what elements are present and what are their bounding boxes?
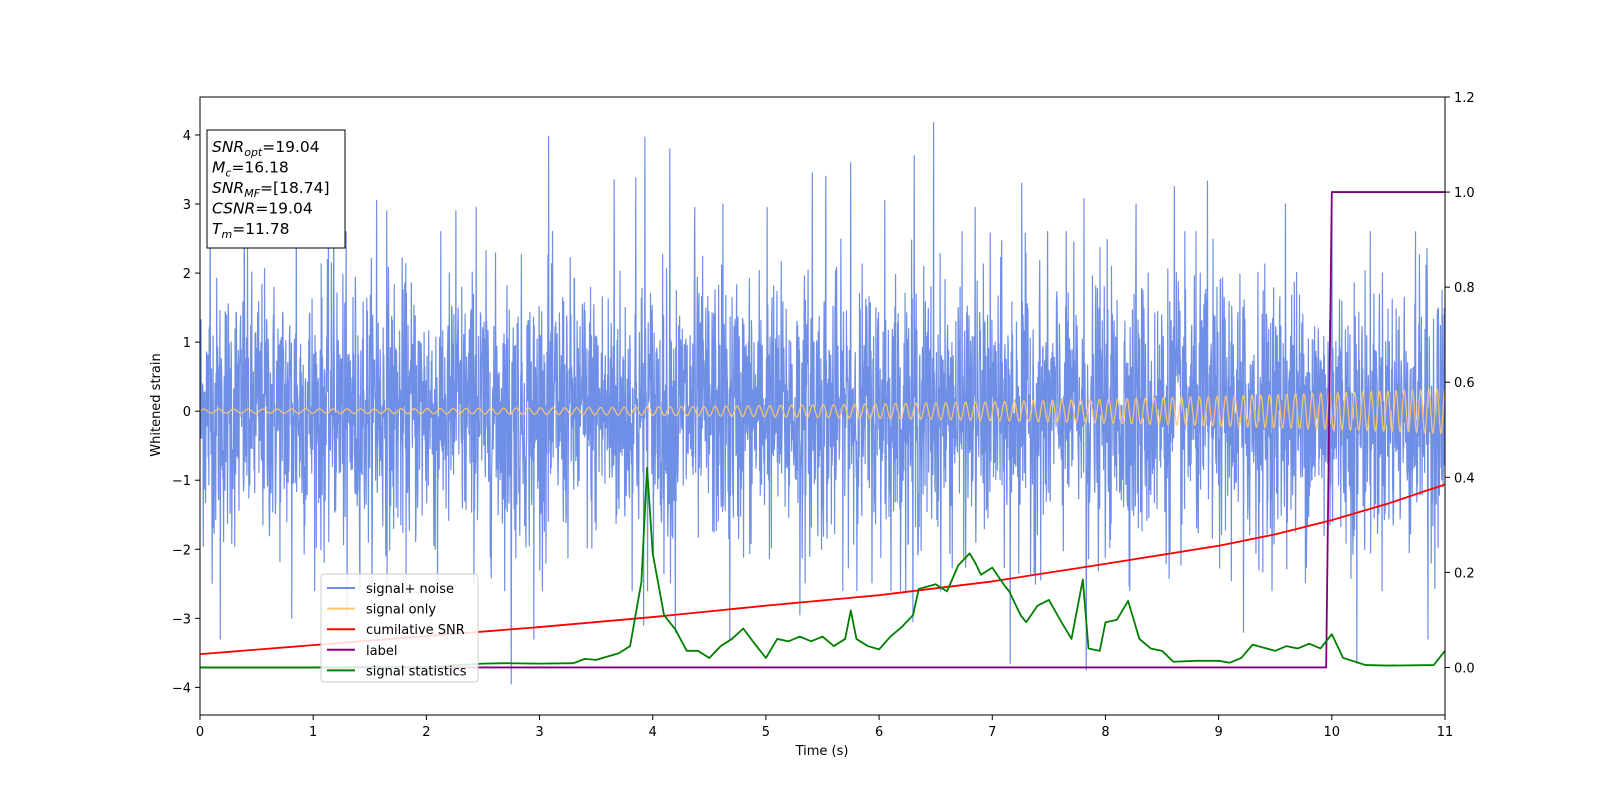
- annotation-frame: [206, 129, 346, 249]
- legend-label: signal statistics: [366, 664, 467, 679]
- y-tick-label: −3: [172, 612, 191, 627]
- annotation-line: CSNR=19.04: [212, 200, 313, 218]
- legend-label: signal only: [366, 603, 436, 618]
- x-tick-label: 0: [196, 725, 204, 740]
- y-tick-label: −4: [172, 681, 191, 696]
- y-tick-label: 3: [183, 198, 191, 213]
- x-axis: 0 1 2 3 4 5 6 7 8 9 10 11: [196, 715, 1453, 740]
- x-tick-label: 3: [535, 725, 543, 740]
- y-tick-label: 0: [183, 405, 191, 420]
- series-signal-statistics-line: [200, 466, 1445, 669]
- y-axis-left: −4 −3 −2 −1 0 1 2 3 4: [172, 129, 200, 696]
- annotation-line: SNRopt=19.04: [212, 138, 320, 159]
- y2-tick-label: 0.0: [1454, 661, 1475, 676]
- y2-tick-label: 0.8: [1454, 281, 1475, 296]
- x-tick-label: 11: [1437, 725, 1454, 740]
- axes-frame: [199, 96, 1446, 716]
- annotation-line: Tm=11.78: [212, 220, 290, 241]
- y-tick-label: 1: [183, 336, 191, 351]
- x-tick-label: 9: [1214, 725, 1222, 740]
- y2-tick-label: 0.2: [1454, 566, 1475, 581]
- y-axis-label: Whitened strain: [149, 353, 164, 456]
- series-signal-only-line: [200, 387, 1445, 435]
- legend-label: label: [366, 644, 397, 659]
- y2-tick-label: 0.4: [1454, 471, 1475, 486]
- y2-tick-label: 0.6: [1454, 376, 1475, 391]
- legend-frame: [320, 573, 479, 683]
- y-tick-label: −2: [172, 543, 191, 558]
- legend-label: signal+ noise: [366, 582, 454, 597]
- x-tick-label: 2: [422, 725, 430, 740]
- y-axis-right: 0.0 0.2 0.4 0.6 0.8 1.0 1.2: [1445, 91, 1475, 676]
- x-tick-label: 7: [988, 725, 996, 740]
- x-tick-label: 6: [875, 725, 883, 740]
- annotation-line: SNRMF=[18.74]: [212, 179, 330, 200]
- series-label-line: [200, 191, 1445, 669]
- annotation-line: Mc=16.18: [212, 159, 289, 180]
- x-axis-label: Time (s): [795, 744, 849, 759]
- x-tick-label: 5: [762, 725, 770, 740]
- y-tick-label: −1: [172, 474, 191, 489]
- legend-label: cumilative SNR: [366, 623, 465, 638]
- series-signal-noise-line: [200, 121, 1445, 685]
- annotation-box: SNRopt=19.04Mc=16.18SNRMF=[18.74]CSNR=19…: [206, 129, 346, 249]
- legend: signal+ noise signal only cumilative SNR la…: [320, 573, 479, 683]
- x-tick-label: 10: [1324, 725, 1341, 740]
- y-tick-label: 4: [183, 129, 191, 144]
- y-tick-label: 2: [183, 267, 191, 282]
- y2-tick-label: 1.2: [1454, 91, 1475, 106]
- y2-tick-label: 1.0: [1454, 186, 1475, 201]
- x-tick-label: 1: [309, 725, 317, 740]
- x-tick-label: 8: [1101, 725, 1109, 740]
- x-tick-label: 4: [649, 725, 657, 740]
